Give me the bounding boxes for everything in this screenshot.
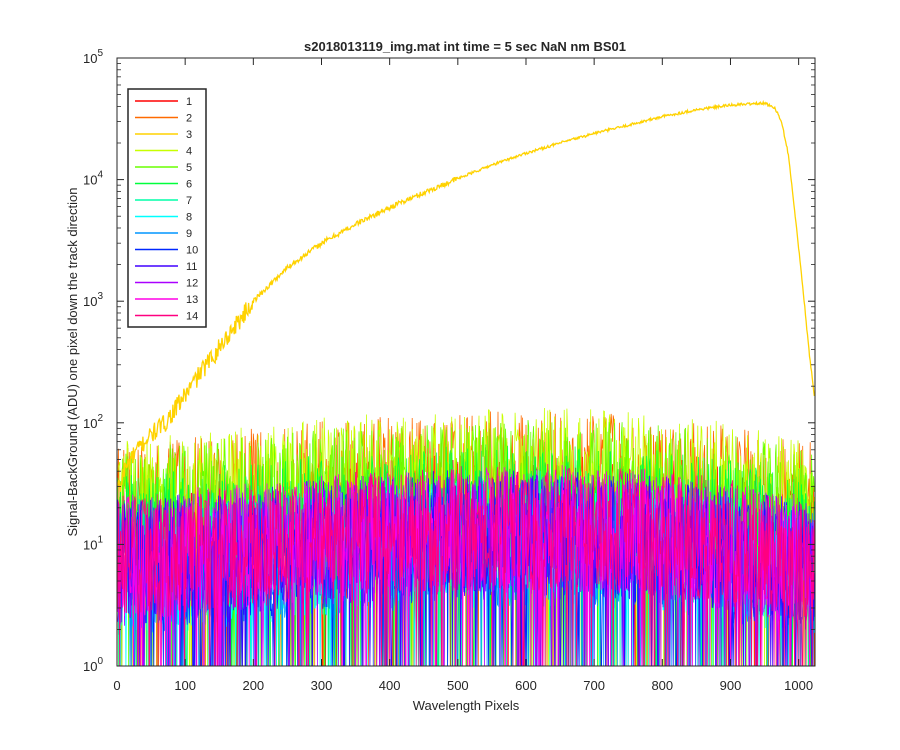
legend-label-5: 5 <box>186 162 192 174</box>
y-axis-title: Signal-BackGround (ADU) one pixel down t… <box>65 187 80 536</box>
x-tick-label: 0 <box>113 678 120 693</box>
x-axis: 0 100 200 300 400 500 600 700 800 900 1000 <box>113 58 813 693</box>
x-tick-label: 1000 <box>784 678 813 693</box>
y-tick-base: 10 <box>83 294 97 309</box>
y-tick-base: 10 <box>83 537 97 552</box>
legend-label-1: 1 <box>186 96 192 108</box>
x-axis-title: Wavelength Pixels <box>413 698 520 713</box>
y-tick-label: 104 <box>83 170 103 188</box>
legend-label-9: 9 <box>186 228 192 240</box>
y-tick-exponent: 1 <box>97 534 103 545</box>
legend-label-4: 4 <box>186 146 192 158</box>
y-tick-base: 10 <box>83 416 97 431</box>
y-tick-exponent: 5 <box>97 48 103 59</box>
y-tick-exponent: 2 <box>97 413 103 424</box>
legend-label-8: 8 <box>186 212 192 224</box>
x-tick-label: 200 <box>242 678 264 693</box>
y-tick-base: 10 <box>83 51 97 66</box>
legend-label-6: 6 <box>186 179 192 191</box>
legend-label-13: 13 <box>186 294 198 306</box>
y-tick-base: 10 <box>83 659 97 674</box>
legend-label-10: 10 <box>186 245 198 257</box>
y-tick-label: 102 <box>83 413 103 431</box>
legend-label-7: 7 <box>186 195 192 207</box>
legend-label-14: 14 <box>186 311 198 323</box>
x-tick-label: 100 <box>174 678 196 693</box>
series-3-line <box>117 99 815 492</box>
legend-label-2: 2 <box>186 113 192 125</box>
legend-label-11: 11 <box>186 261 197 273</box>
y-tick-label: 101 <box>83 534 103 552</box>
x-tick-label: 400 <box>379 678 401 693</box>
y-tick-exponent: 3 <box>97 291 103 302</box>
legend-label-12: 12 <box>186 278 198 290</box>
plot-area <box>117 99 815 666</box>
chart-title: s2018013119_img.mat int time = 5 sec NaN… <box>304 39 626 54</box>
legend-label-3: 3 <box>186 129 192 141</box>
y-tick-exponent: 0 <box>97 656 103 667</box>
y-tick-label: 100 <box>83 656 103 674</box>
y-tick-exponent: 4 <box>97 170 103 181</box>
legend-box <box>127 88 207 328</box>
x-tick-label: 900 <box>720 678 742 693</box>
y-tick-label: 105 <box>83 48 103 66</box>
x-tick-label: 300 <box>311 678 333 693</box>
x-tick-label: 500 <box>447 678 469 693</box>
axes-box <box>116 57 816 667</box>
x-tick-label: 800 <box>651 678 673 693</box>
series-14-line <box>117 463 815 666</box>
y-tick-label: 103 <box>83 291 103 309</box>
x-tick-label: 700 <box>583 678 605 693</box>
y-tick-base: 10 <box>83 173 97 188</box>
x-tick-label: 600 <box>515 678 537 693</box>
